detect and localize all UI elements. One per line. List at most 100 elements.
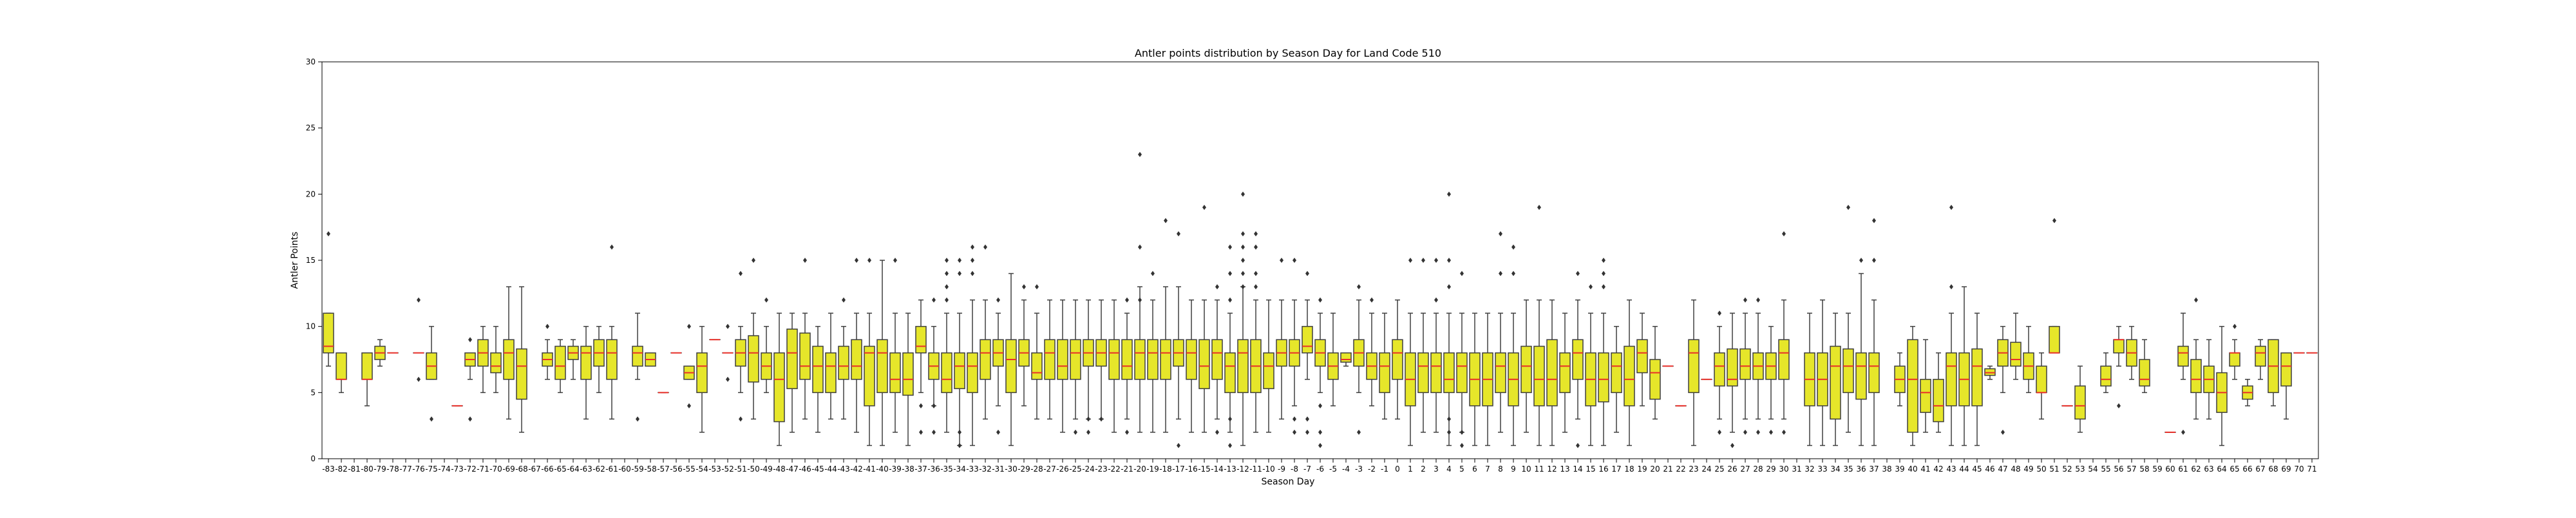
x-tick-label: -65 [554,465,567,474]
iqr-box [1560,353,1570,393]
x-tick-label: 24 [1701,465,1711,474]
iqr-box [2255,346,2266,366]
x-tick-label: 37 [1869,465,1879,474]
x-tick-label: 71 [2307,465,2316,474]
x-tick-label: -43 [837,465,850,474]
x-tick-label: -49 [760,465,773,474]
x-tick-label: 41 [1920,465,1930,474]
iqr-box [813,346,823,392]
x-tick-label: -28 [1030,465,1043,474]
iqr-box [748,336,759,382]
iqr-box [2011,342,2021,366]
x-tick-label: 59 [2152,465,2162,474]
iqr-box [1070,340,1081,379]
x-tick-label: -67 [528,465,541,474]
iqr-box [1418,353,1428,393]
iqr-box [336,353,346,379]
x-tick-label: -77 [399,465,412,474]
x-tick-label: -18 [1159,465,1172,474]
x-tick-label: -54 [696,465,708,474]
x-tick-label: -80 [361,465,374,474]
x-tick-label: -36 [927,465,940,474]
x-tick-label: 3 [1434,465,1439,474]
x-tick-label: 30 [1779,465,1788,474]
iqr-box [1392,340,1403,379]
iqr-box [1598,353,1609,402]
iqr-box [2114,340,2124,353]
x-tick-label: 43 [1946,465,1956,474]
x-tick-label: 13 [1560,465,1569,474]
y-tick-label: 5 [310,388,316,397]
x-tick-label: -19 [1146,465,1159,474]
x-tick-label: 35 [1843,465,1853,474]
x-tick-label: 28 [1753,465,1763,474]
iqr-box [2178,346,2188,366]
y-tick-label: 25 [306,124,316,133]
x-tick-label: -37 [914,465,927,474]
x-tick-label: 60 [2165,465,2175,474]
x-tick-label: -7 [1303,465,1311,474]
iqr-box [1779,340,1789,379]
x-tick-label: 18 [1624,465,1634,474]
iqr-box [581,346,591,379]
iqr-box [1238,340,1248,392]
x-tick-label: -47 [786,465,799,474]
x-tick-label: 6 [1472,465,1477,474]
x-tick-label: -75 [425,465,438,474]
x-tick-label: -3 [1355,465,1363,474]
x-tick-label: -23 [1095,465,1108,474]
iqr-box [2101,366,2111,386]
x-tick-label: 25 [1714,465,1724,474]
x-tick-label: -50 [747,465,760,474]
x-tick-label: 57 [2126,465,2136,474]
x-tick-label: -31 [992,465,1005,474]
y-tick-label: 20 [306,189,316,198]
iqr-box [1637,340,1647,372]
y-axis-label: Antler Points [290,232,300,289]
iqr-box [774,353,784,422]
iqr-box [851,340,862,379]
x-tick-label: -15 [1198,465,1211,474]
x-tick-label: 47 [1998,465,2007,474]
iqr-box [1624,346,1634,405]
x-tick-label: 10 [1521,465,1531,474]
x-tick-label: -45 [811,465,824,474]
iqr-box [1264,353,1274,388]
iqr-box [1032,353,1042,379]
x-tick-label: -66 [541,465,554,474]
iqr-box [890,353,900,393]
x-tick-label: -30 [1005,465,1018,474]
x-tick-label: -70 [489,465,502,474]
x-tick-label: -73 [451,465,464,474]
iqr-box [1186,340,1197,379]
x-tick-label: 67 [2255,465,2265,474]
x-tick-label: 61 [2178,465,2188,474]
y-tick-label: 30 [306,57,316,66]
x-tick-label: -11 [1249,465,1262,474]
iqr-box [1457,353,1467,393]
x-tick-label: 29 [1766,465,1776,474]
iqr-box [942,353,952,393]
x-tick-label: -21 [1121,465,1133,474]
x-tick-label: 58 [2139,465,2149,474]
x-tick-label: -2 [1368,465,1376,474]
iqr-box [787,329,797,388]
iqr-box [1199,340,1209,388]
x-tick-label: 64 [2217,465,2226,474]
x-tick-label: 4 [1446,465,1452,474]
x-tick-label: 1 [1408,465,1413,474]
iqr-box [1495,353,1506,393]
iqr-box [323,313,334,353]
x-tick-label: 36 [1856,465,1866,474]
iqr-box [1689,340,1699,392]
iqr-box [1341,353,1351,362]
iqr-box [2049,327,2060,353]
iqr-box [1611,353,1622,393]
x-tick-label: -8 [1291,465,1298,474]
x-tick-label: 45 [1972,465,1982,474]
x-tick-label: 44 [1959,465,1969,474]
iqr-box [1135,340,1145,379]
x-tick-label: -20 [1133,465,1146,474]
